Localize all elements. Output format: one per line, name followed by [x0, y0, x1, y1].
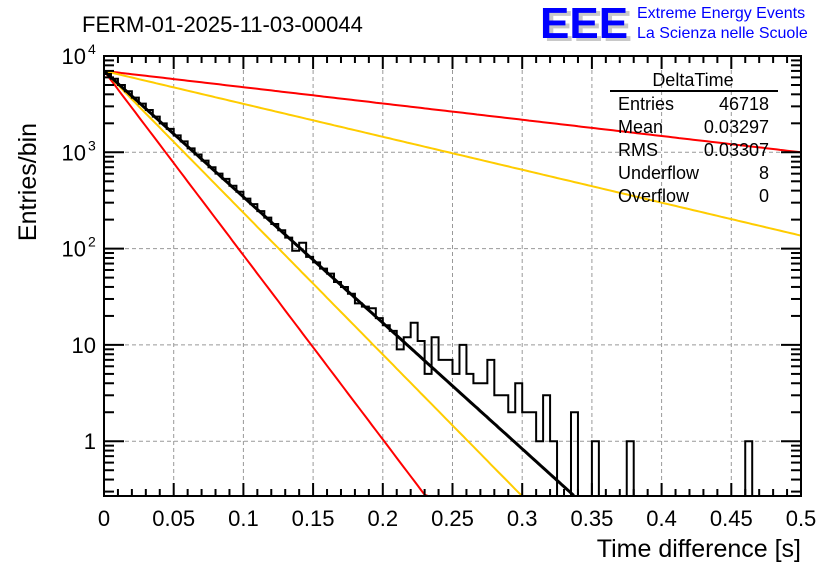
- y-tick-exponent: 4: [88, 41, 96, 57]
- x-tick-label: 0.15: [292, 506, 335, 531]
- stats-label-underflow: Underflow: [618, 163, 700, 183]
- stats-box: DeltaTime Entries 46718 Mean 0.03297 RMS 0.03…: [610, 70, 778, 206]
- logo-line1: Extreme Energy Events: [637, 5, 805, 22]
- stats-value-mean: 0.03297: [704, 117, 769, 137]
- curves: [103, 69, 802, 497]
- y-tick-label: 10: [72, 333, 96, 358]
- chart-title: FERM-01-2025-11-03-00044: [82, 12, 363, 37]
- stats-value-rms: 0.03307: [704, 140, 769, 160]
- logo-line2: La Scienza nelle Scuole: [637, 25, 808, 42]
- y-tick-label: 1: [84, 429, 96, 454]
- x-tick-label: 0.05: [152, 506, 195, 531]
- x-tick-label: 0.2: [368, 506, 399, 531]
- stats-label-mean: Mean: [618, 117, 663, 137]
- x-tick-label: 0.3: [507, 506, 538, 531]
- logo-mark: EEE: [540, 0, 628, 48]
- red-shallow-curve: [103, 69, 802, 154]
- eee-logo: EEE EEE Extreme Energy Events La Scienza…: [540, 0, 808, 51]
- y-tick-label: 10: [62, 140, 86, 165]
- fit-curve-layer: [102, 69, 575, 497]
- stats-value-overflow: 0: [759, 186, 769, 206]
- y-axis-title: Entries/bin: [14, 123, 42, 241]
- x-tick-label: 0.5: [786, 506, 817, 531]
- x-tick-label: 0.35: [570, 506, 613, 531]
- y-tick-label: 10: [62, 44, 86, 69]
- stats-label-overflow: Overflow: [618, 186, 690, 206]
- x-tick-label: 0: [98, 506, 110, 531]
- y-tick-exponent: 3: [88, 137, 96, 153]
- stats-title: DeltaTime: [652, 70, 733, 90]
- x-tick-label: 0.1: [228, 506, 259, 531]
- x-tick-label: 0.25: [431, 506, 474, 531]
- histogram: [104, 73, 801, 497]
- red-steep-curve: [103, 70, 429, 497]
- y-tick-label: 10: [62, 237, 86, 262]
- stats-label-rms: RMS: [618, 140, 658, 160]
- x-axis-title: Time difference [s]: [597, 535, 801, 563]
- x-tick-label: 0.45: [710, 506, 753, 531]
- stats-value-underflow: 8: [759, 163, 769, 183]
- logo-mark-shadow: EEE: [544, 2, 632, 51]
- grid: [104, 56, 801, 496]
- yellow-shallow-curve: [103, 69, 802, 237]
- axis-ticks: [103, 55, 802, 496]
- stats-value-entries: 46718: [719, 94, 769, 114]
- fit-curve: [102, 69, 575, 497]
- stats-label-entries: Entries: [618, 94, 674, 114]
- x-tick-label: 0.4: [646, 506, 677, 531]
- yellow-steep-curve: [103, 70, 523, 497]
- x-tick-labels: 0 0.05 0.1 0.15 0.2 0.25 0.3 0.35 0.4 0.45 0.5: [98, 506, 816, 531]
- y-tick-exponent: 2: [88, 234, 96, 250]
